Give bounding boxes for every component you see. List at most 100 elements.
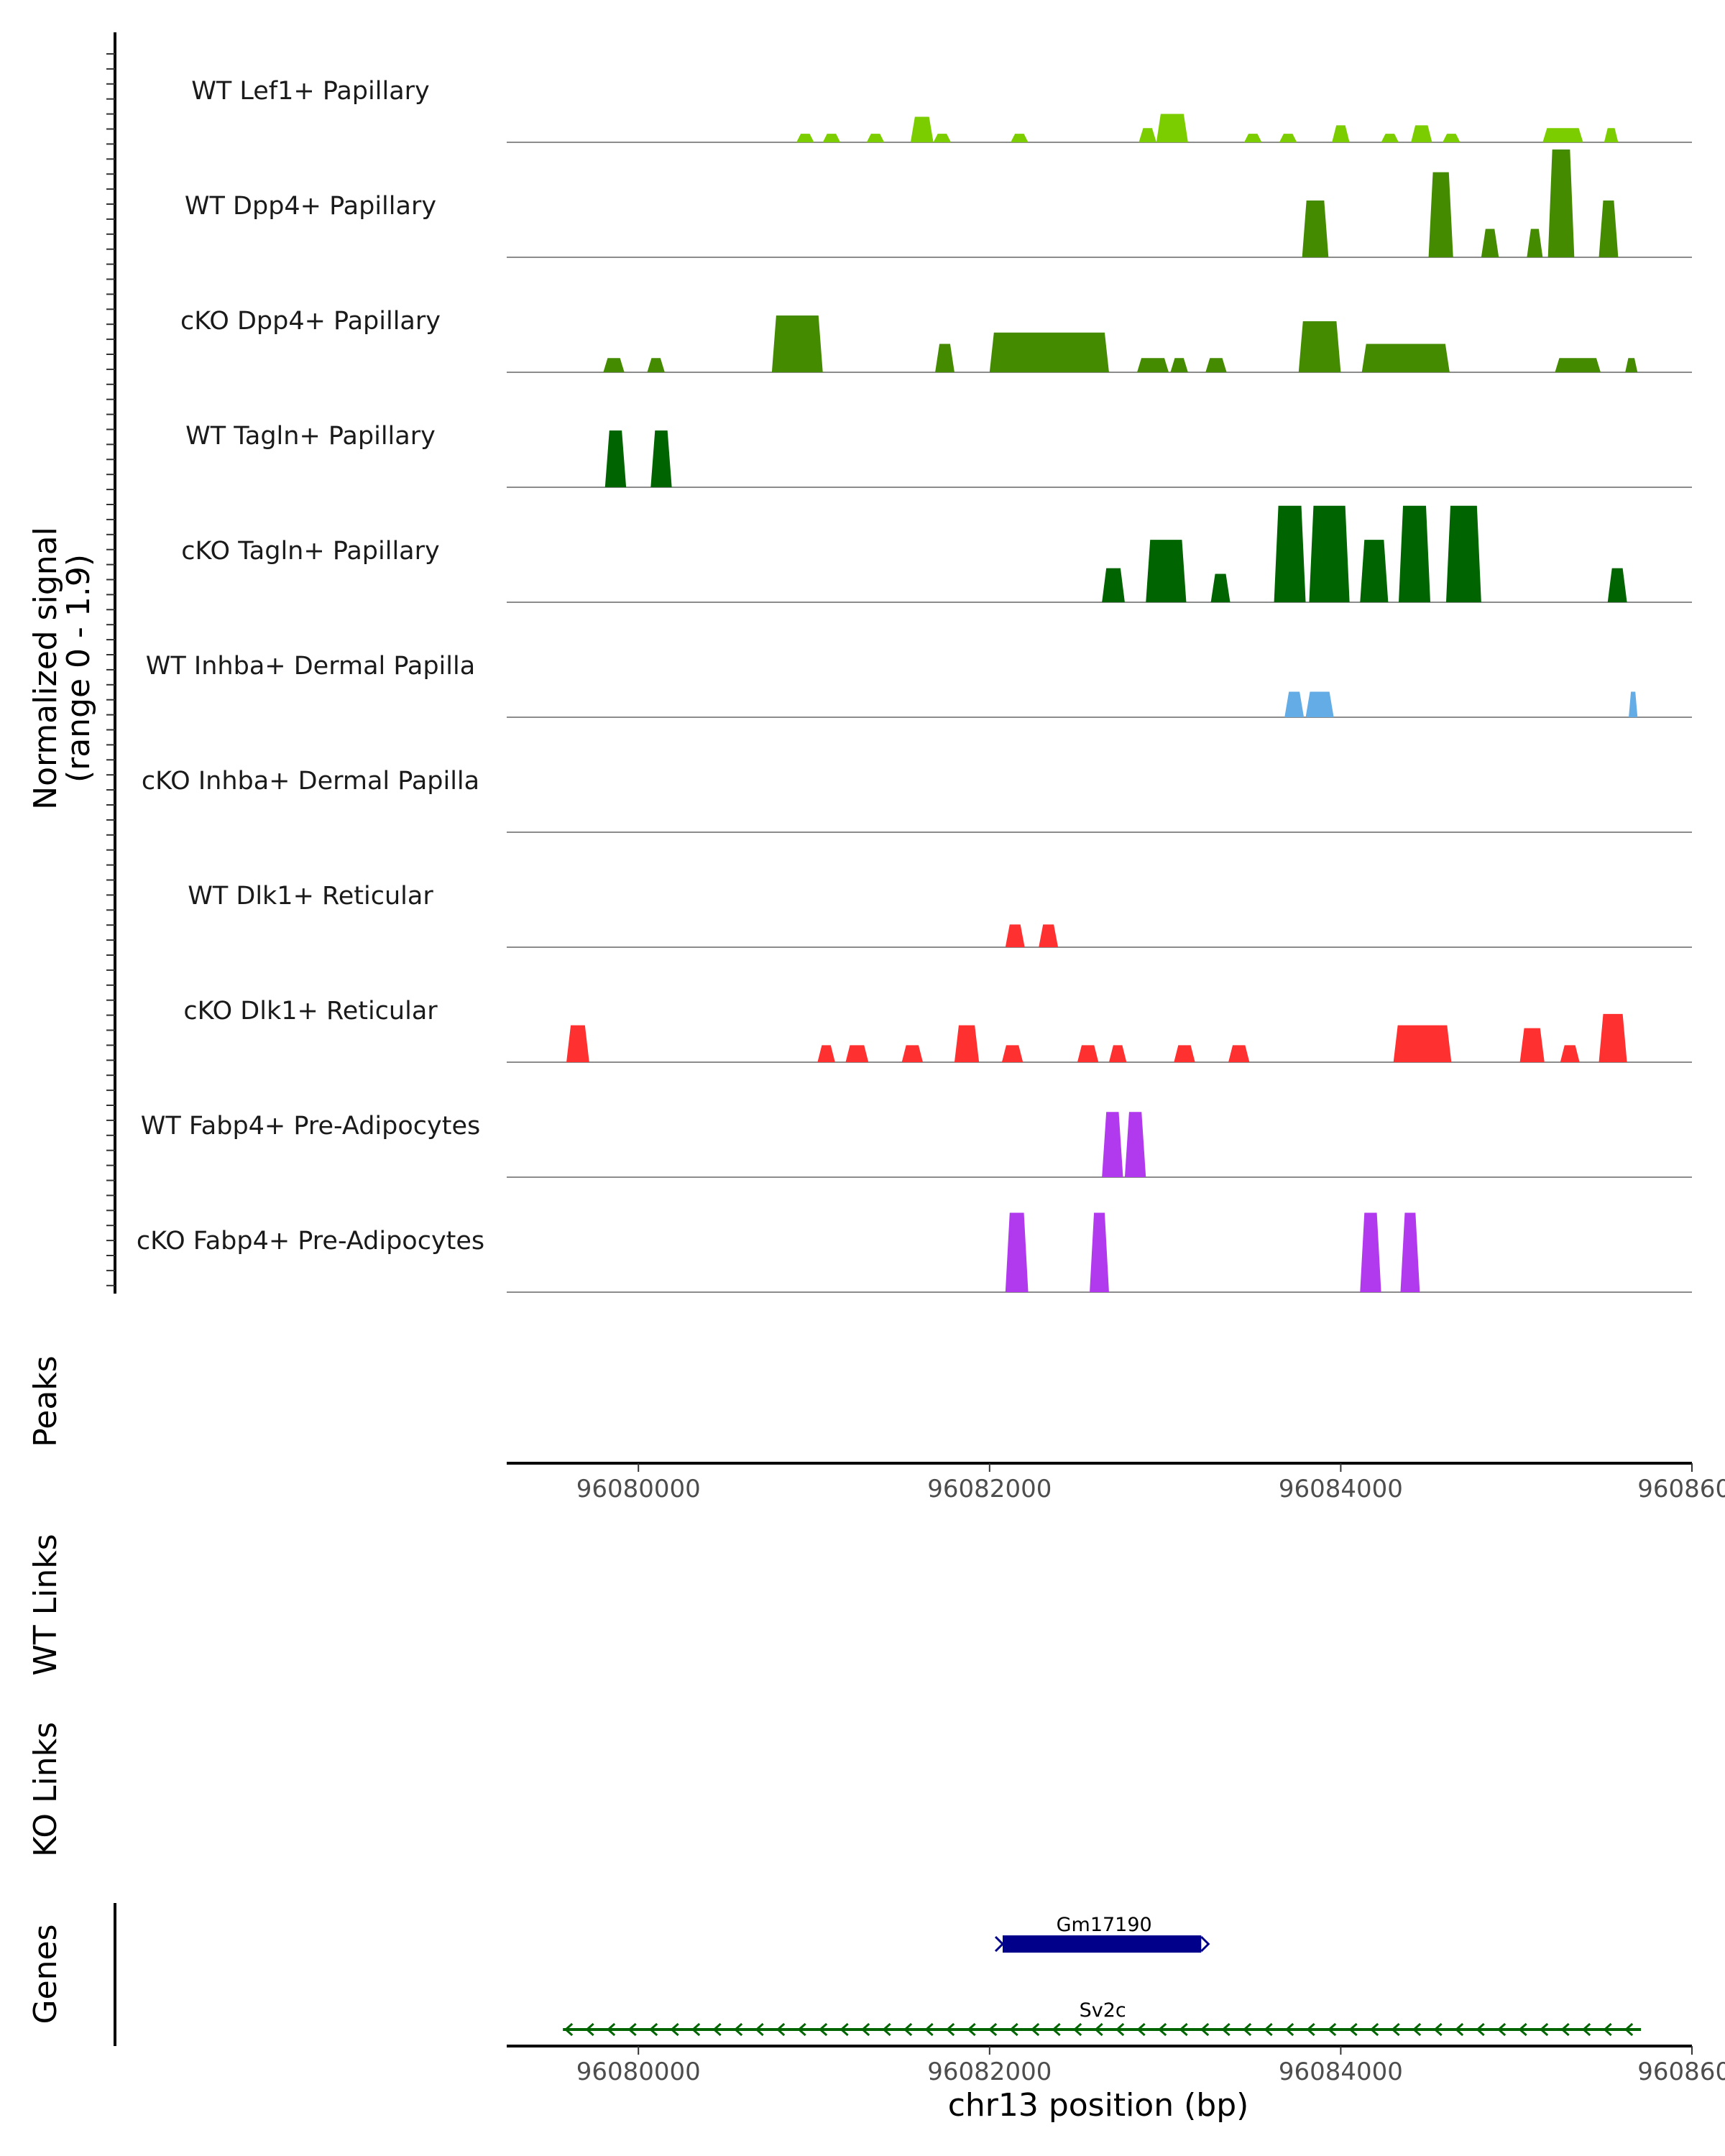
strand-arrow — [627, 2022, 637, 2037]
track-label: WT Dlk1+ Reticular — [188, 882, 433, 911]
coverage-peak — [1519, 1028, 1545, 1062]
strand-arrow — [1496, 2022, 1506, 2037]
coverage-peak — [1381, 134, 1399, 142]
strand-arrow — [1433, 2022, 1443, 2037]
coverage-peak — [1005, 1212, 1029, 1292]
gene-label: Sv2c — [1080, 1999, 1126, 2022]
x-tick-label: 96080000 — [576, 1475, 701, 1503]
strand-arrow — [994, 1935, 1005, 1953]
track-0 — [507, 114, 1692, 143]
strand-arrow — [648, 2022, 658, 2037]
coverage-peak — [989, 332, 1109, 372]
strand-arrow — [585, 2022, 594, 2037]
coverage-peak — [1428, 172, 1453, 257]
x-tick-label: 96082000 — [927, 2058, 1052, 2086]
coverage-peak — [1481, 229, 1499, 257]
strand-arrow — [1560, 2022, 1570, 2037]
strand-arrow — [733, 2022, 743, 2037]
strand-arrow — [1136, 2022, 1146, 2037]
coverage-peak — [935, 344, 954, 372]
gene-annotations: Gm17190 Sv2c — [563, 1914, 1642, 2037]
track-label: WT Lef1+ Papillary — [191, 77, 430, 106]
track-label: WT Inhba+ Dermal Papilla — [146, 652, 475, 681]
coverage-peak — [1360, 1212, 1381, 1292]
coverage-peak — [1108, 1045, 1127, 1062]
coverage-peak — [1077, 1045, 1099, 1062]
coverage-peak — [1332, 125, 1350, 142]
strand-arrow — [882, 2022, 891, 2037]
strand-arrow — [818, 2022, 828, 2037]
coverage-peak — [910, 116, 934, 142]
peaks-track-title: Peaks — [27, 1355, 64, 1447]
coverage-peak — [1305, 691, 1334, 717]
strand-arrow — [1030, 2022, 1040, 2037]
coverage-peak — [866, 134, 885, 142]
coverage-peak — [1309, 505, 1350, 602]
coverage-peak — [845, 1045, 869, 1062]
strand-arrow — [1581, 2022, 1591, 2037]
strand-arrow — [924, 2022, 934, 2037]
signal-axis-title-line2: (range 0 - 1.9) — [60, 554, 97, 783]
x-tick-label: 9608600 — [1637, 2058, 1725, 2086]
coverage-peak — [1400, 1212, 1420, 1292]
strand-arrow — [1624, 2022, 1634, 2037]
coverage-peak — [1005, 924, 1025, 947]
strand-arrow — [1179, 2022, 1188, 2037]
strand-arrow — [564, 2022, 574, 2037]
coverage-peak — [1205, 358, 1227, 372]
track-8 — [507, 1013, 1692, 1063]
signal-y-axis — [106, 32, 116, 1294]
track-labels: WT Lef1+ Papillary WT Dpp4+ Papillary cKO … — [137, 77, 484, 1256]
strand-arrow — [1391, 2022, 1400, 2037]
strand-arrow — [1454, 2022, 1464, 2037]
strand-arrow — [988, 2022, 998, 2037]
coverage-peak — [1399, 505, 1430, 602]
coverage-peak — [1598, 201, 1619, 257]
coverage-peak — [1284, 691, 1305, 717]
coverage-peak — [954, 1025, 980, 1062]
strand-arrow — [1157, 2022, 1167, 2037]
track-10 — [507, 1212, 1692, 1293]
signal-axis-title-line1: Normalized signal — [27, 527, 64, 810]
strand-arrow — [945, 2022, 955, 2037]
strand-arrow — [1284, 2022, 1294, 2037]
gene-body — [1003, 1935, 1202, 1953]
strand-arrow — [840, 2022, 849, 2037]
strand-arrow — [670, 2022, 679, 2037]
coverage-peak — [901, 1045, 923, 1062]
genes-x-axis: 96080000 96082000 96084000 9608600 — [507, 2045, 1725, 2086]
wt-links-track-title: WT Links — [27, 1534, 64, 1675]
coverage-peak — [1090, 1212, 1109, 1292]
x-axis-title: chr13 position (bp) — [948, 2087, 1249, 2124]
coverage-peak — [817, 1045, 835, 1062]
strand-arrow — [1009, 2022, 1018, 2037]
track-label: cKO Dpp4+ Papillary — [180, 307, 441, 336]
coverage-peak — [1124, 1112, 1146, 1177]
strand-arrow — [1412, 2022, 1422, 2037]
strand-arrow — [1052, 2022, 1061, 2037]
coverage-peak — [1625, 358, 1638, 372]
coverage-peak — [1170, 358, 1188, 372]
strand-arrow — [712, 2022, 722, 2037]
x-tick-label: 9608600 — [1637, 1475, 1725, 1503]
track-4 — [507, 505, 1692, 603]
track-9 — [507, 1112, 1692, 1178]
track-label: WT Dpp4+ Papillary — [185, 192, 436, 221]
coverage-peak — [1298, 321, 1341, 372]
coverage-peak — [796, 134, 814, 142]
coverage-peak — [1560, 1045, 1580, 1062]
coverage-peak — [603, 358, 625, 372]
strand-arrow — [1306, 2022, 1315, 2037]
coverage-peak — [1039, 924, 1059, 947]
strand-arrow — [1348, 2022, 1358, 2037]
coverage-peak — [771, 315, 823, 372]
track-label: cKO Inhba+ Dermal Papilla — [142, 767, 479, 796]
coverage-peak — [1137, 358, 1169, 372]
coverage-peak — [1542, 128, 1583, 142]
coverage-peak — [822, 134, 841, 142]
strand-arrow — [1327, 2022, 1337, 2037]
track-label: WT Tagln+ Papillary — [185, 422, 436, 451]
coverage-peak — [1604, 128, 1619, 142]
coverage-peak — [1361, 344, 1450, 372]
coverage-peak — [933, 134, 952, 142]
